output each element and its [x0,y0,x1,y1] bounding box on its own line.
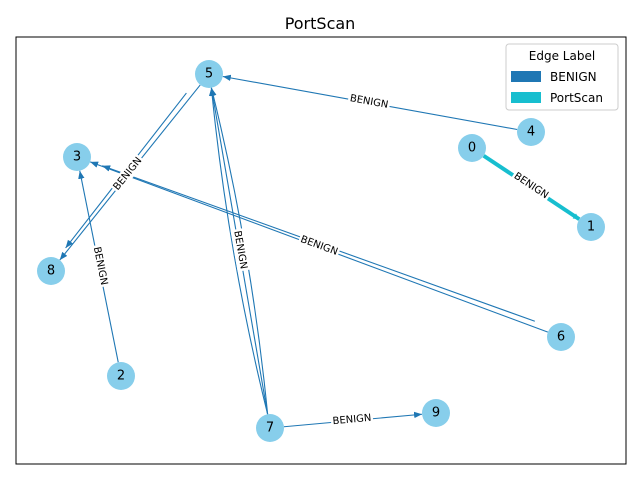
edge-label-background [230,228,251,272]
node-label: 6 [557,330,565,345]
edge-label-7-9: BENIGN [330,411,374,428]
node-circle [256,414,284,442]
edge-label-6-3: BENIGN [297,232,342,259]
node-8: 8 [37,257,65,285]
edge-label-5-8: BENIGN [109,153,146,195]
node-circle [195,60,223,88]
legend-swatch-benign [511,71,541,82]
edge-label-0-1: BENIGN [510,168,553,203]
edge-label-text: BENIGN [349,93,389,111]
node-6: 6 [547,323,575,351]
edge-label-background [330,411,374,428]
node-circle [458,134,486,162]
edge-label-2-3: BENIGN [89,244,111,288]
nodes-layer: 0 1 2 3 4 5 6 7 8 9 [37,60,605,442]
edge-label-4-5: BENIGN [347,91,391,112]
node-3: 3 [63,143,91,171]
node-9: 9 [422,399,450,427]
legend: Edge Label BENIGN PortScan [505,43,619,111]
legend-label-benign: BENIGN [550,70,597,84]
edge-label-text: BENIGN [332,413,372,427]
node-2: 2 [107,362,135,390]
edge-label-background [297,232,342,259]
node-circle [577,213,605,241]
node-label: 0 [468,141,476,156]
edge-label-text: BENIGN [299,234,339,258]
node-4: 4 [517,118,545,146]
edge-label-background [510,168,553,203]
node-0: 0 [458,134,486,162]
edge-7-5-1 [208,87,269,415]
node-label: 5 [205,67,213,82]
node-circle [517,118,545,146]
edge-label-text: BENIGN [91,246,109,286]
legend-title: Edge Label [529,49,595,63]
node-label: 2 [117,369,125,384]
legend-label-portscan: PortScan [550,91,603,105]
chart-title: PortScan [285,14,356,33]
edge-label-text: BENIGN [512,171,550,202]
legend-swatch-portscan [511,92,541,103]
node-7: 7 [256,414,284,442]
edge-label-background [89,244,111,288]
node-label: 1 [587,220,595,235]
node-circle [107,362,135,390]
node-circle [63,143,91,171]
node-circle [422,399,450,427]
edge-label-text: BENIGN [112,155,145,192]
node-circle [37,257,65,285]
node-5: 5 [195,60,223,88]
edge-label-background [109,153,146,195]
node-label: 8 [47,264,55,279]
node-label: 3 [73,150,81,165]
edge-label-background [347,91,391,112]
node-circle [547,323,575,351]
node-label: 4 [527,125,535,140]
node-label: 9 [432,406,440,421]
plot-frame [15,36,627,465]
node-label: 7 [266,421,274,436]
node-1: 1 [577,213,605,241]
edges-layer [59,74,581,428]
edge-label-text: BENIGN [231,230,248,270]
